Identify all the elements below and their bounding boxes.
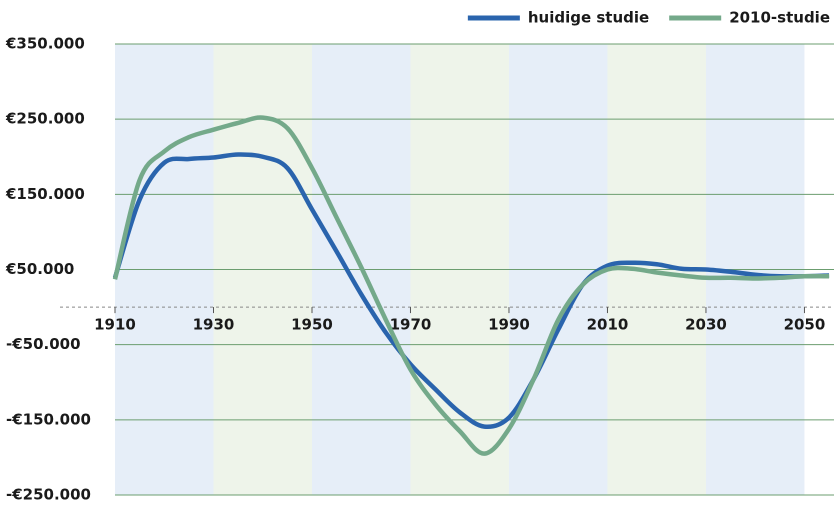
y-tick-label: -€50.000	[6, 335, 81, 353]
x-tick-label: 1910	[94, 316, 136, 334]
legend-label: 2010-studie	[729, 9, 830, 27]
y-tick-label: €350.000	[5, 35, 85, 53]
x-tick-label: 1930	[193, 316, 235, 334]
x-tick-label: 2010	[587, 316, 629, 334]
y-tick-label: €250.000	[5, 110, 85, 128]
x-tick-label: 1970	[390, 316, 432, 334]
x-tick-label: 1950	[291, 316, 333, 334]
line	[112, 115, 830, 456]
y-tick-label: €150.000	[5, 185, 85, 203]
y-tick-label: -€250.000	[6, 486, 91, 504]
y-tick-label: €50.000	[5, 260, 74, 278]
legend-label: huidige studie	[528, 9, 649, 27]
line	[112, 152, 830, 430]
y-tick-label: -€150.000	[6, 410, 91, 428]
x-tick-label: 1990	[488, 316, 530, 334]
x-tick-label: 2050	[784, 316, 826, 334]
x-tick-label: 2030	[685, 316, 727, 334]
